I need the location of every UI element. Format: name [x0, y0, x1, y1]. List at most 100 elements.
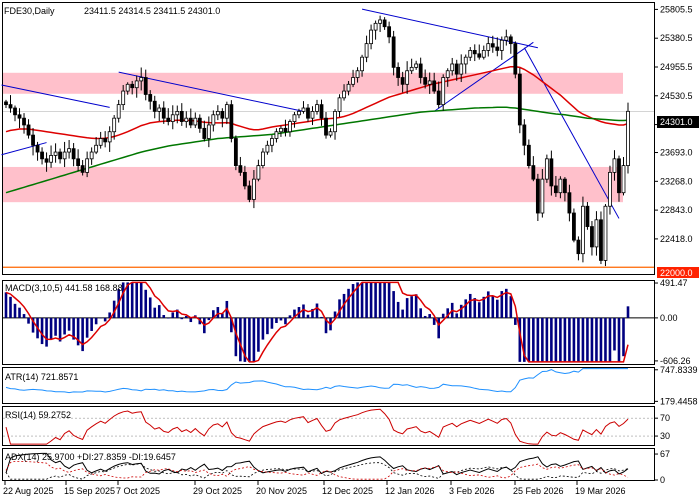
- candle: [626, 102, 630, 174]
- candle: [211, 110, 216, 132]
- candle: [229, 100, 234, 143]
- indicator-tick-label: 747.8339: [660, 365, 698, 375]
- rsi-panel-frame: [2, 406, 655, 446]
- candle: [53, 143, 58, 163]
- candle: [288, 119, 292, 137]
- macd-bar: [595, 317, 598, 362]
- rsi-line: [5, 408, 629, 445]
- macd-bar: [613, 317, 616, 351]
- macd-bar: [414, 294, 418, 318]
- macd-bar: [360, 282, 364, 318]
- candle: [107, 126, 112, 152]
- candle: [31, 127, 35, 156]
- candle: [292, 112, 297, 128]
- macd-bar: [108, 312, 111, 318]
- candle: [360, 54, 364, 77]
- candle: [513, 41, 518, 79]
- ohlc-readout: 23411.5 24314.5 23411.5 24301.0: [84, 6, 220, 16]
- candle: [44, 152, 49, 172]
- macd-bar: [581, 317, 585, 362]
- date-tick-label: 3 Feb 2026: [449, 486, 495, 496]
- candle: [71, 143, 76, 167]
- candle: [49, 145, 53, 168]
- candle: [495, 37, 500, 57]
- macd-bar: [342, 293, 346, 318]
- macd-bar: [351, 284, 355, 318]
- macd-bar: [473, 298, 477, 318]
- candle: [486, 36, 491, 57]
- macd-bar: [270, 317, 274, 329]
- date-tick-label: 29 Oct 2025: [193, 486, 242, 496]
- candle: [152, 95, 157, 119]
- candle: [599, 211, 603, 265]
- macd-bar: [423, 315, 427, 318]
- candle: [247, 180, 252, 203]
- candle: [373, 20, 378, 40]
- candle: [324, 112, 328, 139]
- candle: [148, 90, 153, 110]
- macd-bar: [563, 317, 567, 362]
- candle: [242, 165, 247, 190]
- macd-bar: [559, 317, 562, 362]
- candle: [576, 236, 581, 261]
- candle: [297, 108, 301, 119]
- candle: [40, 147, 44, 165]
- macd-bar: [76, 317, 80, 346]
- rsi-title: RSI(14) 59.2752: [5, 410, 71, 420]
- candle: [603, 204, 608, 267]
- candle: [125, 82, 130, 95]
- macd-bar: [94, 317, 98, 325]
- macd-bar: [27, 317, 30, 324]
- candle: [283, 119, 288, 137]
- macd-bar: [509, 296, 513, 318]
- macd-bar: [166, 317, 170, 319]
- candle: [387, 21, 392, 44]
- candle: [549, 150, 554, 196]
- macd-bar: [432, 317, 436, 325]
- candle: [319, 99, 324, 126]
- candle: [409, 58, 414, 74]
- candle: [540, 169, 545, 218]
- macd-bar: [189, 317, 193, 323]
- macd-bar: [311, 308, 314, 318]
- macd-bar: [527, 317, 531, 362]
- indicator-tick-label: -606.26: [660, 356, 691, 366]
- macd-bar: [279, 317, 283, 321]
- candle: [396, 62, 401, 86]
- macd-bar: [464, 299, 468, 318]
- macd-bar: [175, 309, 179, 318]
- candle: [35, 141, 40, 161]
- candle: [215, 105, 220, 121]
- macd-bar: [130, 282, 134, 318]
- candle: [504, 29, 509, 46]
- candle: [197, 114, 202, 133]
- macd-bar: [234, 317, 238, 357]
- candle: [558, 176, 563, 199]
- macd-bar: [67, 317, 71, 331]
- candle: [134, 75, 139, 98]
- adx-panel-frame: [2, 448, 655, 481]
- macd-bar: [302, 304, 305, 318]
- candle: [463, 54, 468, 74]
- macd-bar: [221, 313, 224, 318]
- macd-bar: [293, 309, 296, 318]
- macd-bar: [500, 291, 504, 318]
- candle: [121, 85, 126, 111]
- macd-bar: [333, 311, 337, 318]
- candle: [26, 119, 31, 139]
- candle: [161, 101, 166, 124]
- indicator-tick-label: 70: [660, 413, 670, 423]
- macd-bar: [112, 300, 116, 318]
- macd-bar: [121, 282, 125, 318]
- candle: [342, 84, 346, 101]
- macd-bar: [599, 317, 603, 362]
- candle: [179, 103, 184, 126]
- candle: [481, 45, 486, 60]
- macd-bar: [288, 315, 292, 318]
- candle: [477, 44, 482, 60]
- candle: [333, 109, 337, 140]
- macd-bar: [252, 317, 256, 362]
- macd-bar: [338, 299, 341, 318]
- candle: [279, 125, 283, 137]
